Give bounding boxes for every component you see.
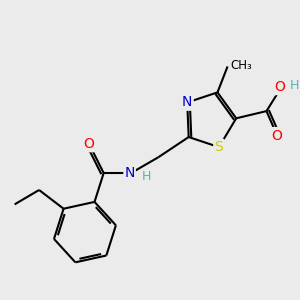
Text: H: H	[142, 170, 152, 183]
Text: O: O	[83, 137, 94, 151]
Text: N: N	[182, 95, 192, 110]
Text: O: O	[271, 129, 282, 142]
Text: CH₃: CH₃	[230, 58, 252, 71]
Text: H: H	[290, 79, 299, 92]
Text: O: O	[274, 80, 285, 94]
Text: N: N	[124, 166, 135, 180]
Text: S: S	[214, 140, 223, 154]
